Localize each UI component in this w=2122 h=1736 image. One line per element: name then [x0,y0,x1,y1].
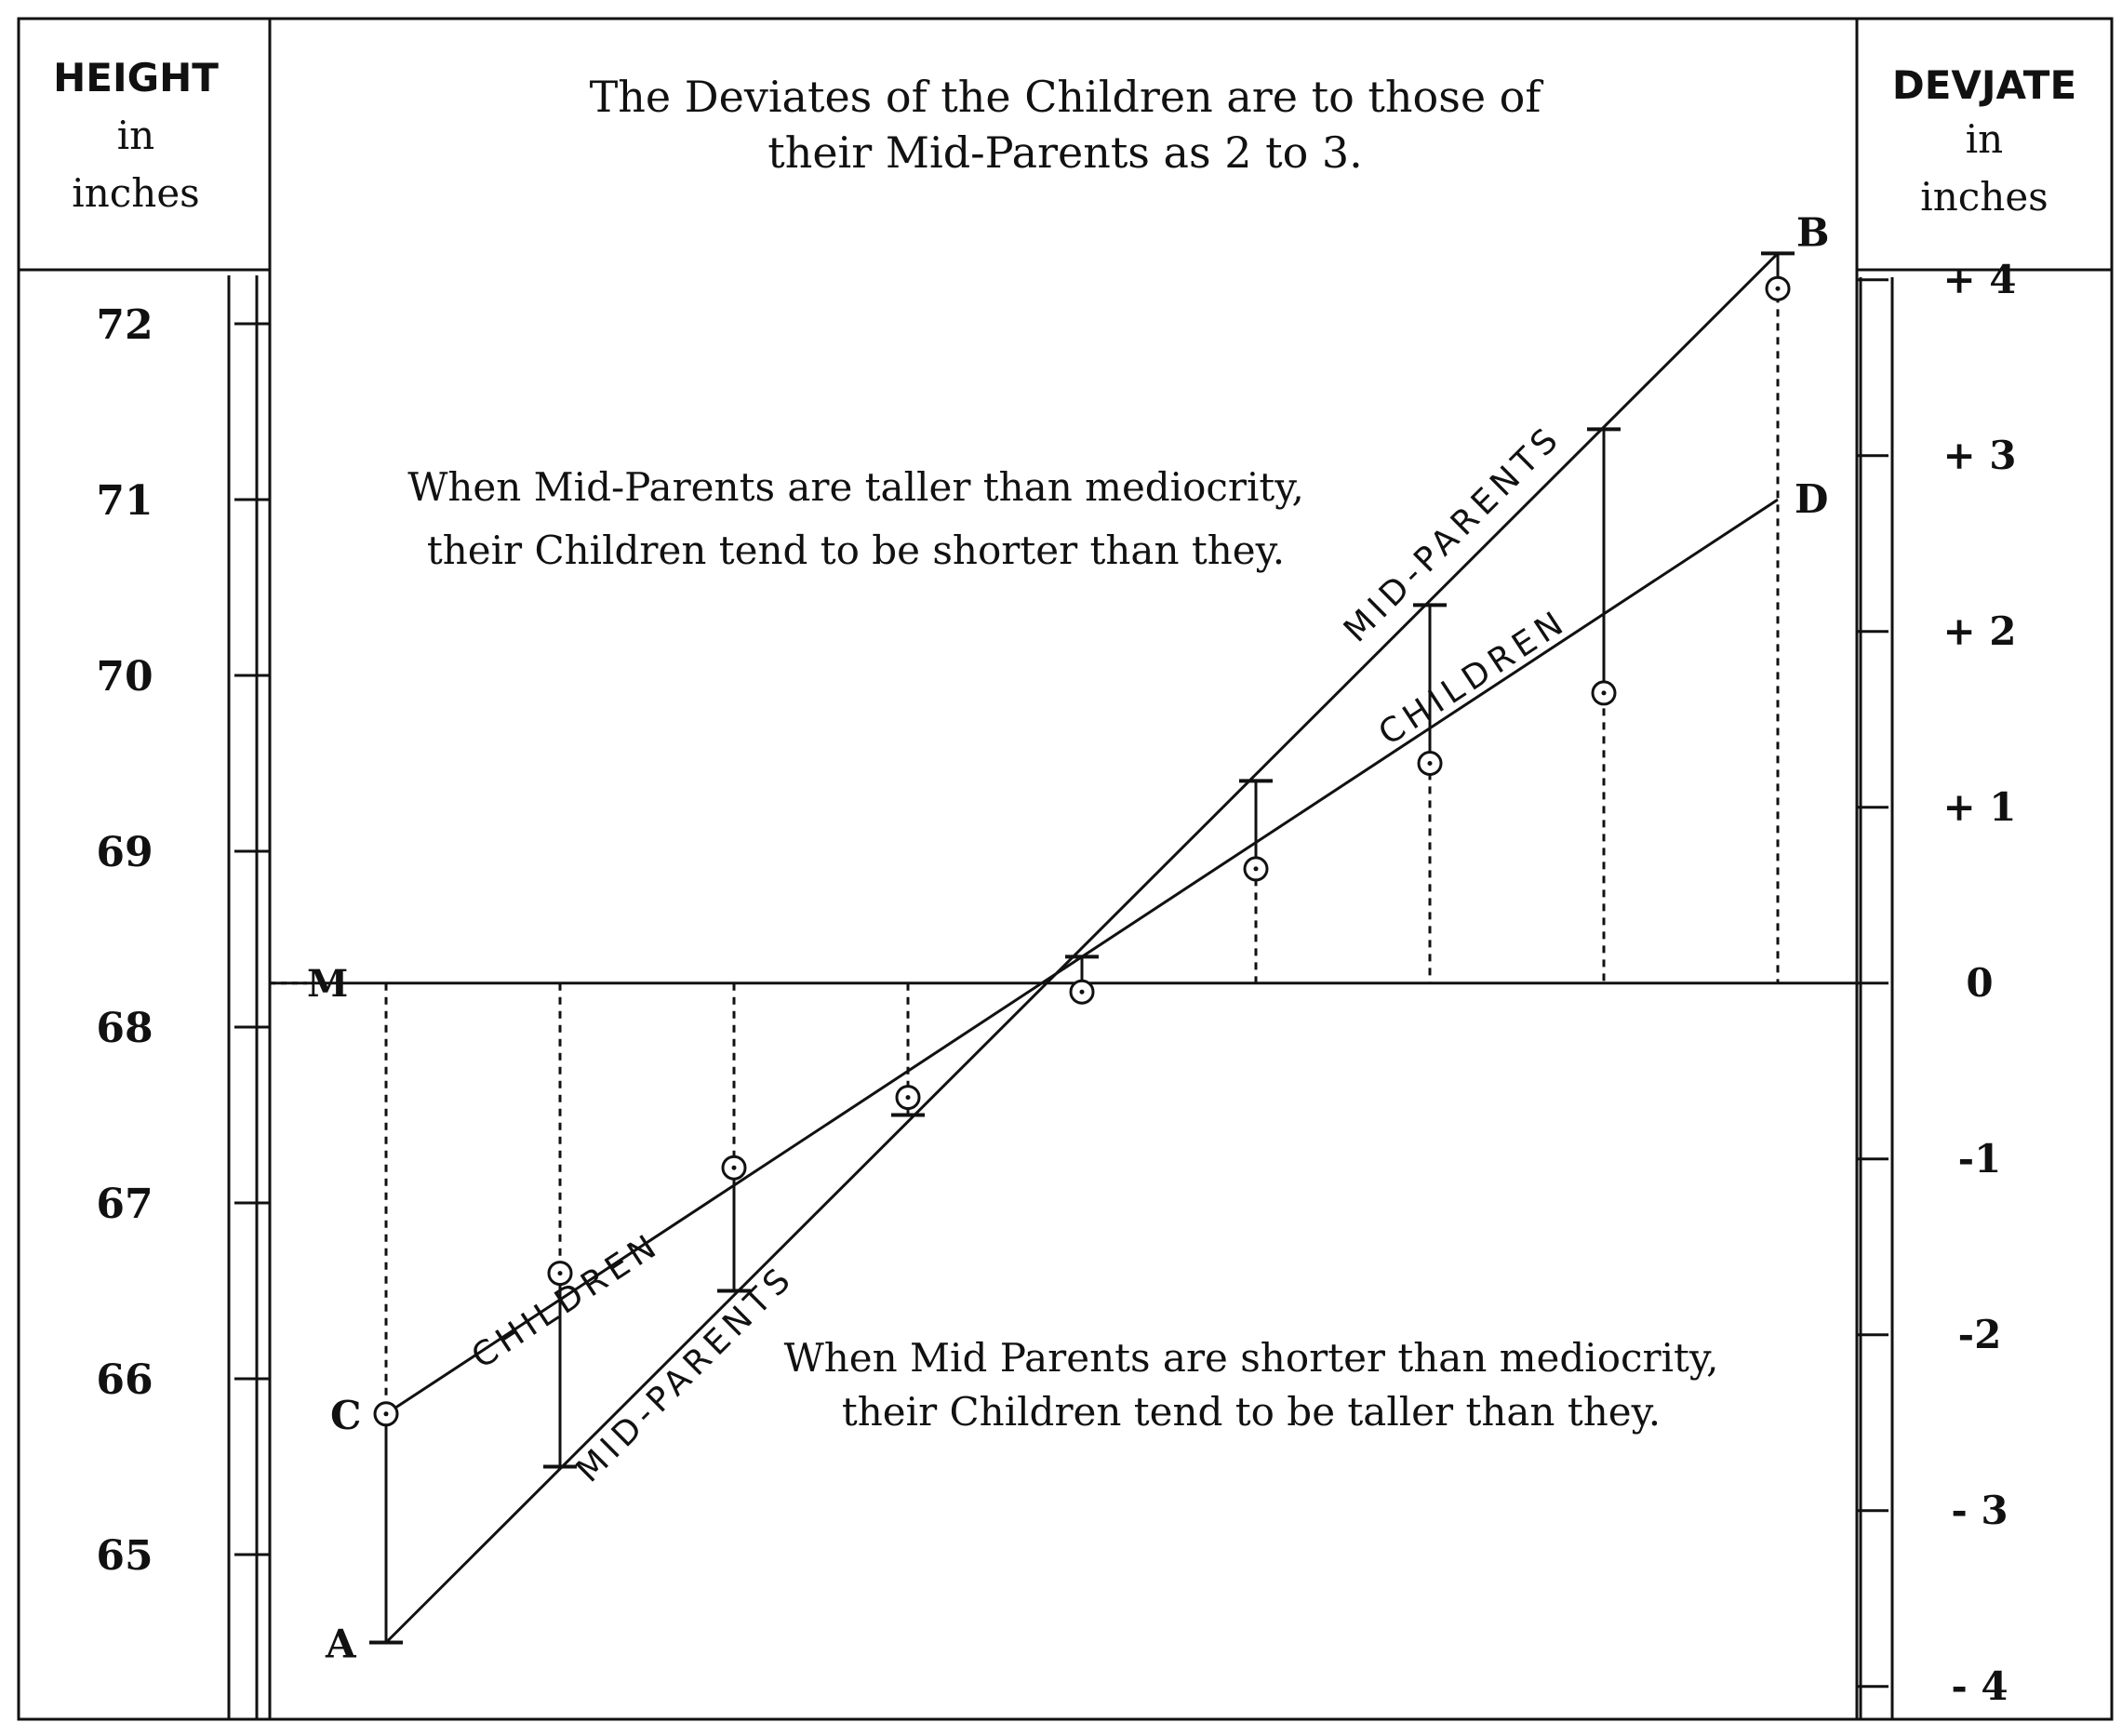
right-tick-label: + 3 [1942,433,2016,478]
point-label-d: D [1795,476,1828,522]
right-tick-label: + 2 [1942,608,2016,654]
child-point-dot [905,1095,911,1101]
left-tick-label: 69 [96,829,153,876]
point-label-c: C [330,1393,361,1438]
left-tick-label: 68 [96,1005,153,1052]
children-line-label-upper: CHILDREN [1372,602,1575,753]
child-point-dot [1427,761,1433,766]
lower-annotation-line2: their Children tend to be taller than th… [842,1389,1661,1435]
right-axis-ticks: + 4 + 3 + 2 + 1 0 -1 -2 - 3 - 4 [1857,257,2017,1709]
chart-title-line1: The Deviates of the Children are to thos… [590,72,1544,122]
right-tick-label: - 4 [1951,1663,2008,1709]
right-tick-label: -1 [1958,1136,2002,1182]
child-point-dot [557,1271,563,1276]
chart-frame [17,17,2114,1721]
child-point-dot [1079,989,1085,995]
left-tick-label: 65 [96,1532,153,1580]
left-axis-ticks: 72 71 70 69 68 67 66 65 [96,301,270,1580]
right-tick-label: - 3 [1951,1488,2008,1533]
children-line-label-lower: CHILDREN [465,1225,668,1376]
right-header-line2: in [1966,116,2003,162]
right-header-line3: inches [1920,174,2048,220]
left-tick-label: 72 [96,301,153,349]
mediocrity-label-m: M [307,962,348,1006]
child-point-dot [731,1165,737,1170]
left-header-line1: HEIGHT [53,55,219,100]
child-point-dot [1601,690,1607,696]
child-point-dot [383,1411,389,1417]
vertical-guides [384,253,1780,1414]
lower-annotation-line1: When Mid Parents are shorter than medioc… [784,1335,1719,1381]
point-label-a: A [325,1622,357,1667]
point-label-b: B [1796,209,1830,255]
right-tick-label: 0 [1966,960,1993,1006]
right-tick-label: + 1 [1942,784,2016,830]
child-point-dot [1253,866,1259,872]
right-ruler [1859,277,1894,1719]
left-header-line3: inches [72,170,199,216]
upper-annotation-line1: When Mid-Parents are taller than mediocr… [407,464,1304,510]
left-tick-label: 70 [96,653,153,701]
upper-annotation-line2: their Children tend to be shorter than t… [427,527,1285,573]
mid-parents-line [384,252,1780,1644]
right-tick-label: -2 [1958,1312,2002,1357]
right-tick-label: + 4 [1942,257,2016,302]
left-tick-label: 66 [96,1356,153,1404]
left-tick-label: 67 [96,1181,153,1228]
chart-title-line2: their Mid-Parents as 2 to 3. [767,127,1363,178]
data-marks [369,251,1795,1645]
right-header-line1: DEVJATE [1892,62,2076,108]
left-tick-label: 71 [96,477,153,525]
child-point-dot [1775,286,1781,291]
left-ruler [227,275,259,1719]
left-header-line2: in [117,113,154,158]
